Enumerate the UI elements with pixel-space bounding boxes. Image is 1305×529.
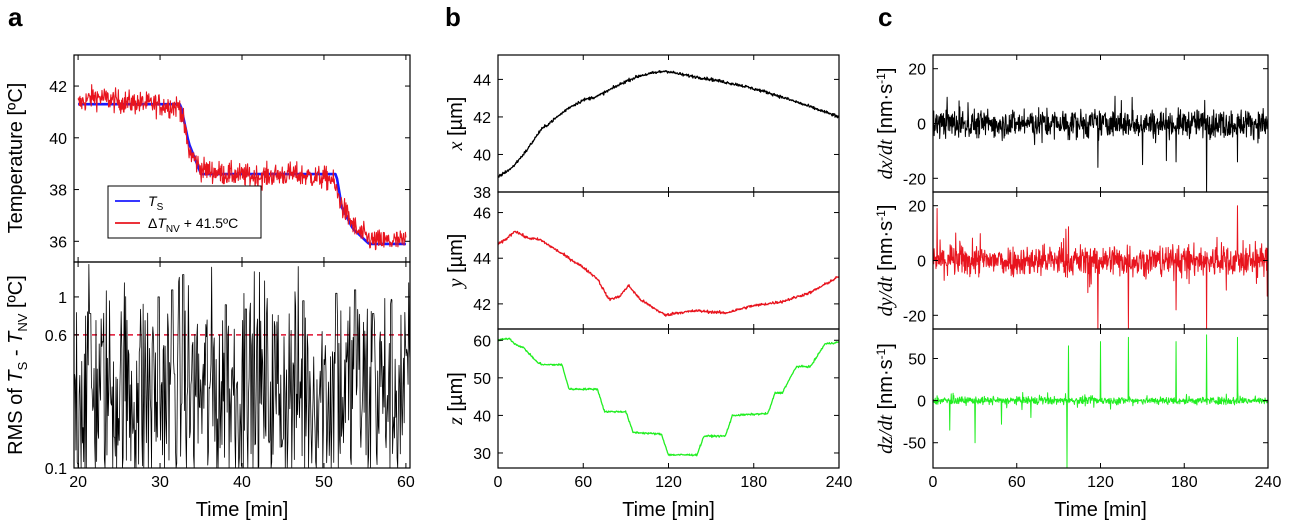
series-dTNV: [77, 84, 407, 251]
legend-entry: TS: [148, 193, 164, 213]
axes-c-z: -50 0 50 0 60 120 180 240 Time [min]: [903, 329, 1282, 521]
y-tick-label: 42: [49, 79, 67, 96]
plot-area-b-z: [498, 337, 839, 457]
x-axis-label: Time [min]: [1054, 499, 1147, 521]
legend-entry: ΔTNV + 41.5ºC: [148, 215, 238, 235]
axes-b-z: 30 40 50 60 0 60 120 180 240 Time [min]: [473, 329, 852, 521]
x-tick-label: 120: [655, 474, 682, 491]
panel-label-b: b: [445, 2, 461, 32]
y-tick-label: 20: [908, 199, 926, 216]
y-tick-label: 40: [473, 408, 491, 425]
y-tick-label: 0.6: [45, 328, 67, 345]
plot-area-b-x: [498, 69, 839, 178]
y-tick-label: 36: [49, 234, 67, 251]
y-tick-label: 50: [908, 351, 926, 368]
y-tick-label: 38: [473, 185, 491, 202]
x-tick-label: 20: [69, 474, 87, 491]
axes-b-y: 42 44 46: [473, 192, 840, 329]
y-tick-label: -20: [903, 171, 926, 188]
y-tick-label: 38: [49, 183, 67, 200]
y-tick-label: 60: [473, 333, 491, 350]
y-axis-label-b-z: z [µm]: [445, 372, 467, 426]
y-tick-label: 42: [473, 110, 491, 127]
y-tick-label: 0: [917, 394, 926, 411]
series-dzdt: [933, 334, 1268, 468]
y-axis-label-c-x: dx/dt [nm·s-1]: [874, 68, 897, 180]
series-dxdt: [933, 95, 1268, 192]
series-x: [498, 69, 839, 178]
x-tick-label: 180: [740, 474, 767, 491]
plot-area-b-y: [498, 230, 839, 317]
x-tick-label: 180: [1171, 474, 1198, 491]
y-tick-label: 20: [908, 62, 926, 79]
axes-a-bottom: 0.1 0.6 1 20 30 40 50 60 Time [min]: [45, 262, 415, 521]
y-axis-label-b-y: y [µm]: [445, 234, 467, 290]
x-tick-label: 30: [151, 474, 169, 491]
y-tick-label: 40: [49, 131, 67, 148]
x-tick-label: 120: [1087, 474, 1114, 491]
y-axis-label-c-y: dy/dt [nm·s-1]: [874, 205, 897, 317]
y-tick-label: 0: [917, 254, 926, 271]
y-axis-label-temperature: Temperature [ºC]: [5, 83, 27, 234]
frame-b-z: [497, 328, 840, 469]
series-z: [498, 337, 839, 457]
axes-c-x: -20 0 20: [903, 55, 1269, 192]
y-tick-label: 1: [58, 290, 67, 307]
axes-a-top: 36 38 40 42: [49, 55, 410, 262]
x-tick-label: 60: [574, 474, 592, 491]
x-tick-label: 60: [1008, 474, 1026, 491]
y-tick-label: -50: [903, 436, 926, 453]
axes-b-x: 38 40 42 44: [473, 55, 840, 202]
y-tick-label: 0.1: [45, 461, 67, 478]
y-tick-label: 30: [473, 446, 491, 463]
plot-area-a-top: [77, 84, 407, 251]
plot-area-a-bottom: [74, 263, 410, 468]
y-tick-label: 40: [473, 147, 491, 164]
y-tick-label: 50: [473, 371, 491, 388]
axes-c-y: -20 0 20: [903, 192, 1269, 329]
x-axis-label: Time [min]: [622, 499, 715, 521]
x-tick-label: 240: [1255, 474, 1282, 491]
legend-box: [107, 185, 262, 239]
x-axis-label: Time [min]: [196, 499, 289, 521]
series-dydt: [933, 205, 1268, 329]
plot-area-c-y: [933, 205, 1268, 329]
panel-label-c: c: [878, 2, 892, 32]
panel-label-a: a: [8, 2, 23, 32]
series-rms: [74, 263, 410, 468]
x-tick-label: 240: [826, 474, 853, 491]
y-tick-label: 46: [473, 206, 491, 223]
x-tick-label: 0: [929, 474, 938, 491]
y-axis-label-b-x: x [µm]: [445, 97, 467, 152]
plot-area-c-z: [933, 334, 1268, 468]
series-y: [498, 230, 839, 317]
y-tick-label: -20: [903, 308, 926, 325]
y-tick-label: 44: [473, 251, 491, 268]
plot-area-c-x: [933, 95, 1268, 192]
y-tick-label: 42: [473, 297, 491, 314]
x-tick-label: 50: [315, 474, 333, 491]
x-tick-label: 0: [494, 474, 503, 491]
y-tick-label: 44: [473, 72, 491, 89]
y-axis-label-rms: RMS of TS - TNV [ºC]: [5, 275, 30, 455]
y-tick-label: 0: [917, 117, 926, 134]
x-tick-label: 60: [397, 474, 415, 491]
y-axis-label-c-z: dz/dt [nm·s-1]: [874, 343, 897, 454]
frame-b-y: [497, 191, 840, 330]
x-tick-label: 40: [233, 474, 251, 491]
